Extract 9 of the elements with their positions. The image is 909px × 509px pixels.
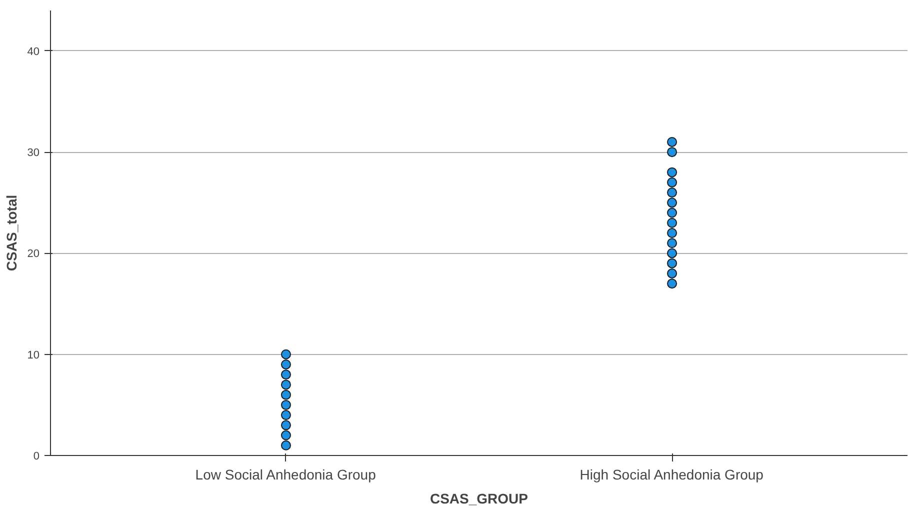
y-axis-title: CSAS_total: [3, 194, 20, 272]
x-tick-label: High Social Anhedonia Group: [580, 466, 764, 482]
x-axis-title: CSAS_GROUP: [430, 490, 528, 506]
y-tick-label: 10: [27, 349, 40, 362]
y-tick-label: 0: [33, 450, 40, 462]
x-tick-label: Low Social Anhedonia Group: [195, 466, 376, 482]
y-tick-label: 40: [27, 46, 40, 58]
y-tick-label: 20: [27, 248, 40, 260]
y-tick-label: 30: [27, 147, 40, 160]
